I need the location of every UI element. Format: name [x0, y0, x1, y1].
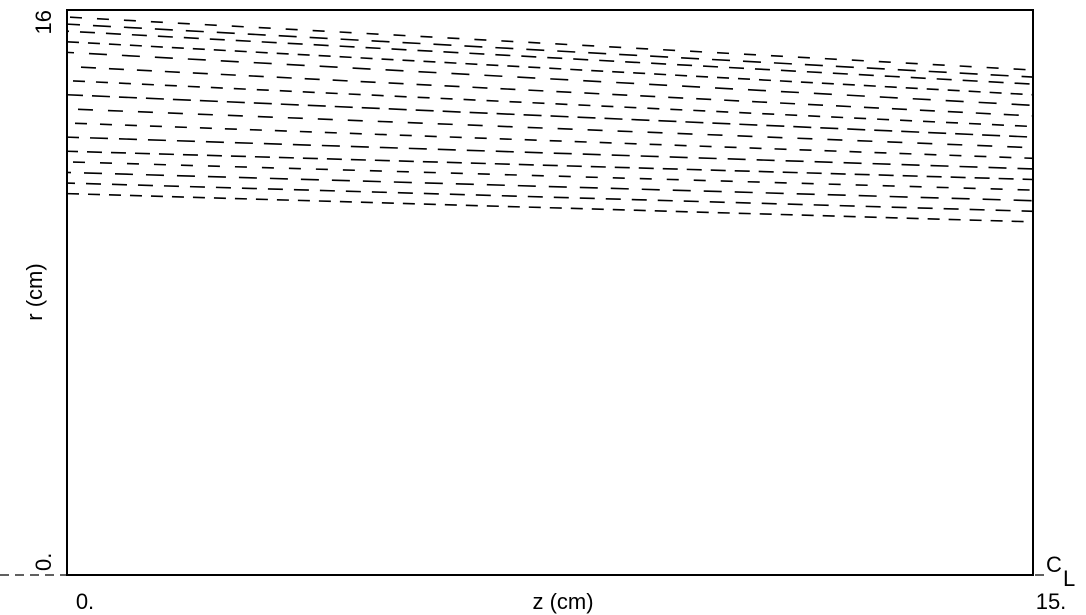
trajectory — [66, 40, 1034, 96]
trajectory — [66, 108, 1034, 149]
trajectory — [66, 51, 1034, 107]
trajectory — [66, 171, 1034, 202]
trajectory — [66, 65, 1034, 117]
y-tick-label: 16 — [31, 10, 56, 34]
trajectory — [66, 30, 1034, 85]
x-tick-label: 15. — [1036, 589, 1067, 614]
x-tick-label: 0. — [76, 589, 94, 614]
trajectory — [66, 93, 1034, 138]
centerline-label: C — [1046, 552, 1062, 577]
y-tick-label: 0. — [31, 553, 56, 571]
plot-frame — [66, 9, 1034, 576]
y-axis-label: r (cm) — [22, 263, 47, 320]
centerline-subscript: L — [1063, 566, 1075, 591]
x-axis-label: z (cm) — [532, 589, 593, 614]
trajectory — [66, 192, 1034, 223]
trajectory — [66, 182, 1034, 213]
trajectory — [66, 150, 1034, 181]
trajectory — [66, 16, 1034, 71]
trajectory — [66, 23, 1034, 78]
trajectory — [66, 122, 1034, 160]
